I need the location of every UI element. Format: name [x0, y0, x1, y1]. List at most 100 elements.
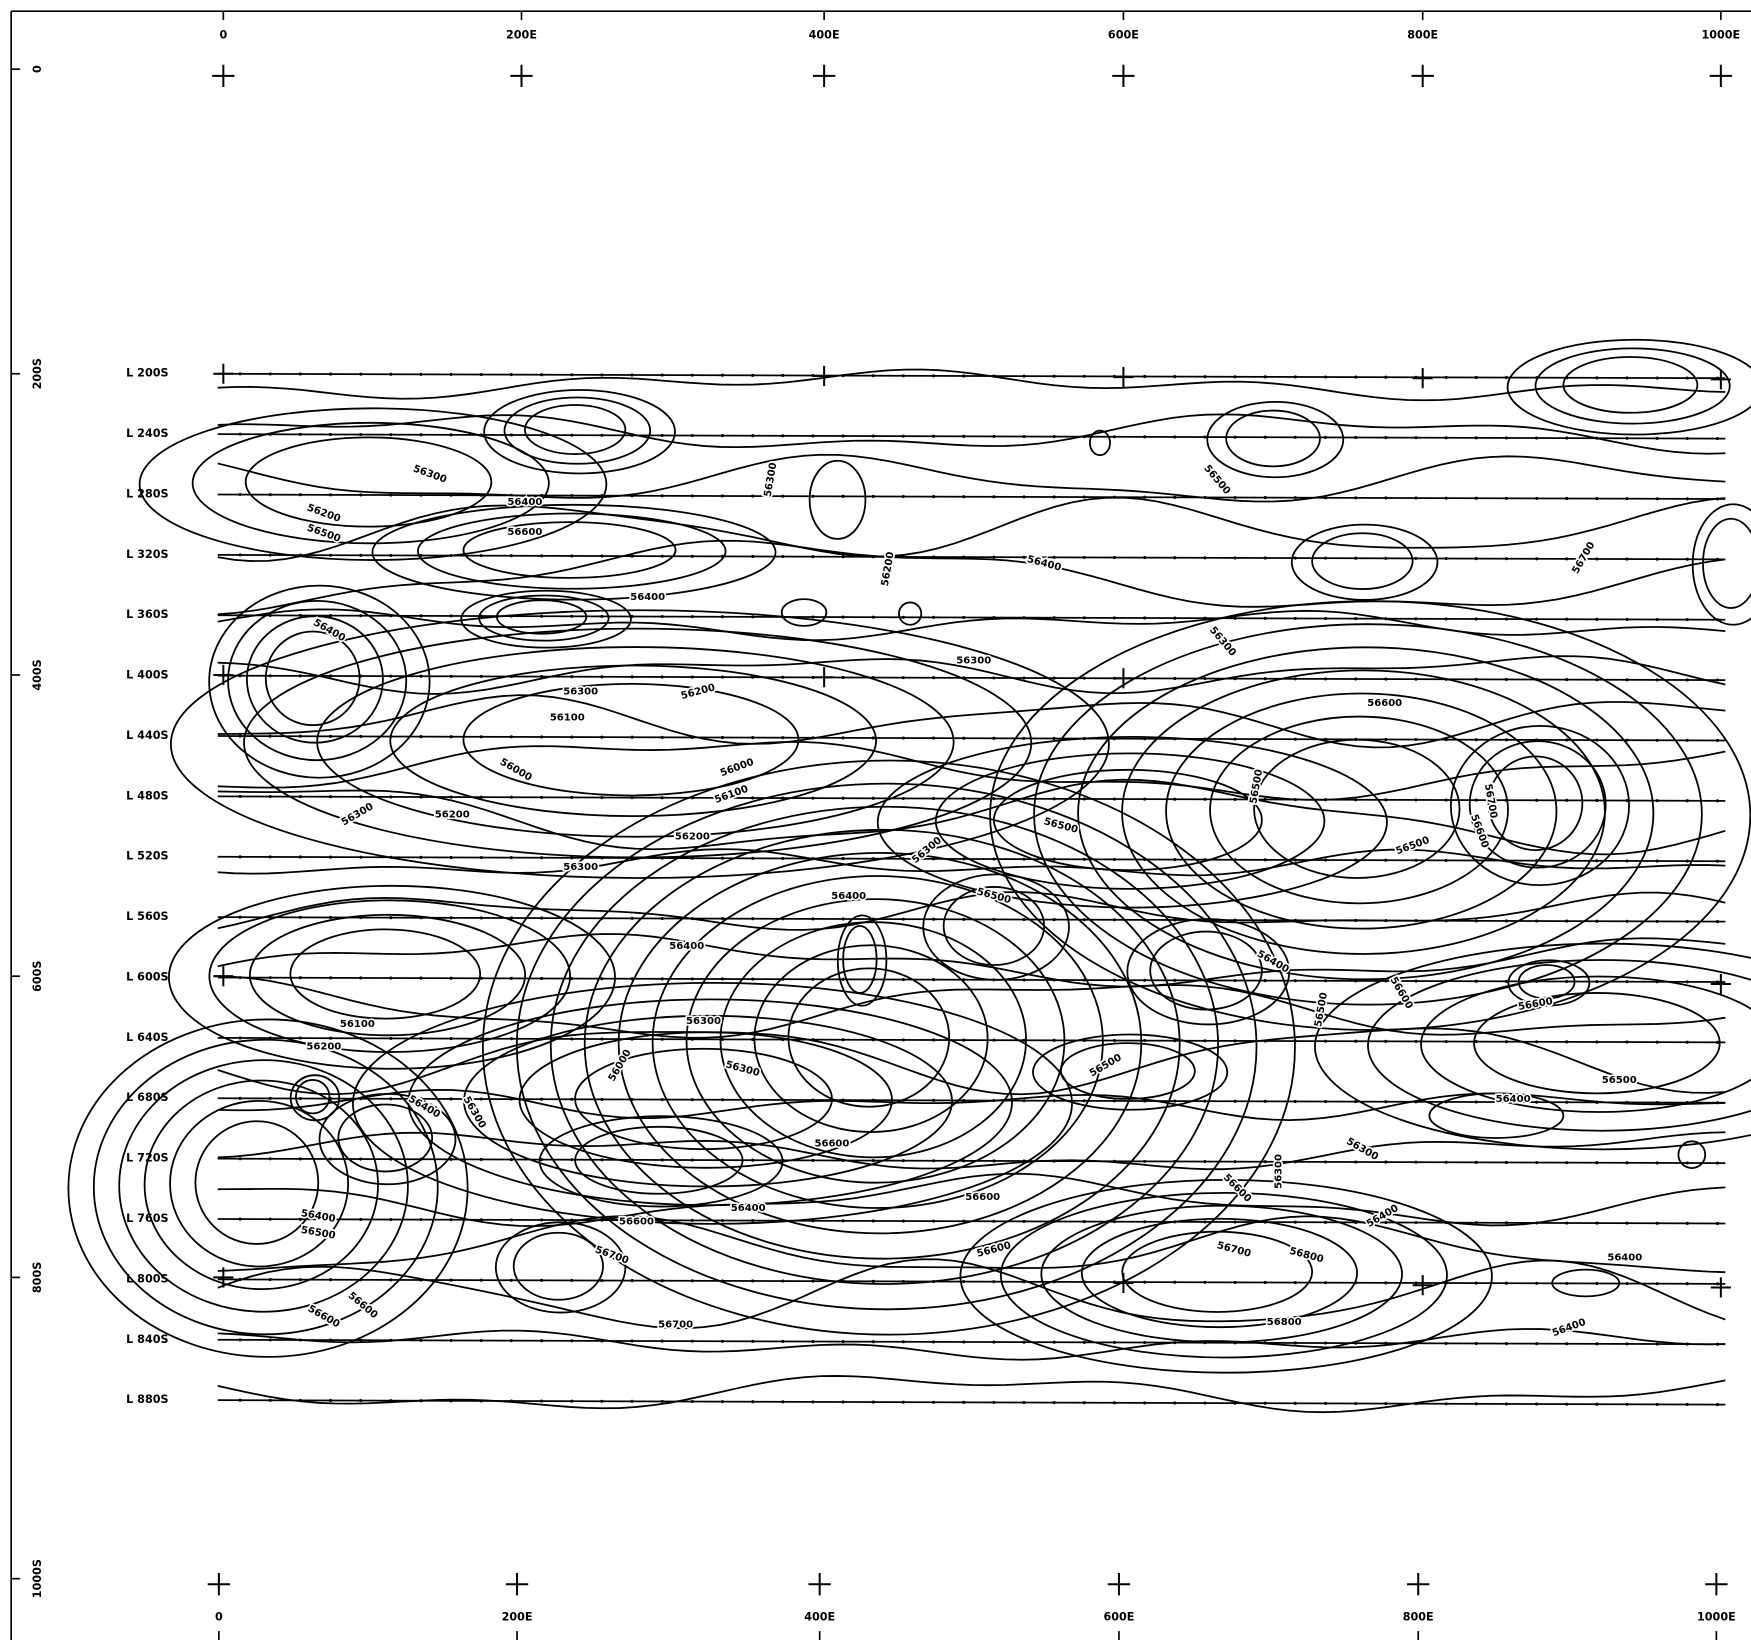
station-dot	[720, 1037, 725, 1041]
station-dot	[540, 1278, 544, 1282]
contour	[481, 759, 1296, 1336]
station-dot	[389, 372, 393, 376]
station-dot	[1414, 1402, 1418, 1406]
contour-label: 56300	[763, 462, 780, 498]
station-dot	[1082, 978, 1086, 982]
line-label: L 560S	[126, 910, 168, 923]
station-dot	[268, 976, 272, 980]
station-dot	[1474, 1040, 1478, 1044]
station-dot	[720, 735, 725, 740]
contour	[462, 521, 677, 579]
station-dot	[901, 434, 905, 438]
station-dot	[509, 1157, 514, 1162]
station-dot	[871, 1279, 875, 1283]
station-dot	[811, 1098, 815, 1102]
station-dot	[540, 1218, 544, 1222]
contour-label: 56100	[550, 712, 585, 723]
station-dot	[419, 976, 423, 980]
station-dot	[1263, 858, 1267, 862]
station-dot	[1022, 1038, 1026, 1042]
station-dot	[1022, 434, 1026, 439]
left-axis-label: 600S	[31, 961, 44, 992]
station-dot	[1715, 1040, 1720, 1044]
station-dot	[600, 1097, 604, 1101]
station-dot	[630, 796, 634, 800]
station-dot	[1535, 436, 1539, 440]
station-dot	[1625, 859, 1629, 863]
contour-label: 56600	[619, 1217, 654, 1228]
station-dot	[781, 1400, 785, 1404]
station-dot	[600, 856, 604, 860]
station-dot	[1535, 1160, 1539, 1165]
survey-line	[217, 1278, 1726, 1285]
station-dot	[811, 1158, 815, 1162]
station-dot	[1082, 737, 1086, 741]
cross-marker	[812, 64, 836, 88]
top-axis-label: 600E	[1108, 29, 1139, 42]
station-dot	[720, 615, 725, 619]
station-dot	[1233, 797, 1237, 801]
station-dot	[1052, 1340, 1056, 1344]
station-dot	[1293, 918, 1297, 922]
station-dot	[1535, 919, 1539, 923]
station-dot	[1233, 677, 1237, 681]
survey-line	[217, 372, 1726, 380]
station-dot	[298, 734, 302, 738]
station-dot	[238, 1338, 242, 1342]
station-dot	[871, 796, 875, 800]
station-dot	[751, 494, 755, 498]
station-dot	[1173, 1039, 1177, 1043]
station-dot	[932, 857, 936, 861]
station-dot	[540, 1399, 544, 1403]
station-dot	[570, 675, 574, 679]
station-dot	[720, 1339, 725, 1343]
line-label: L 240S	[126, 427, 168, 440]
station-dot	[419, 855, 423, 859]
contour-label: 56300	[686, 1016, 721, 1027]
station-dot	[1022, 374, 1026, 378]
station-dot	[1173, 556, 1177, 560]
contour	[337, 1103, 434, 1173]
contour-label: 56500	[1313, 992, 1330, 1028]
station-dot	[449, 735, 453, 739]
contour	[169, 609, 1110, 879]
station-dot	[841, 1098, 845, 1102]
station-dot	[419, 735, 423, 739]
station-dot	[630, 1339, 634, 1343]
station-dot	[1263, 979, 1267, 983]
station-dot	[962, 736, 966, 740]
station-dot	[359, 493, 363, 497]
station-dot	[1173, 1280, 1177, 1284]
contour	[836, 914, 888, 1007]
cross-marker	[808, 1573, 831, 1596]
station-dot	[751, 796, 755, 800]
station-dot	[751, 736, 755, 740]
station-dot	[1655, 376, 1659, 380]
station-dot	[1444, 1160, 1448, 1164]
station-dot	[419, 614, 423, 618]
station-dot	[238, 1096, 242, 1100]
station-dot	[871, 615, 875, 619]
station-dot	[1685, 1040, 1689, 1044]
station-dot	[570, 1097, 574, 1101]
station-dot	[1022, 1340, 1026, 1344]
station-dot	[1022, 857, 1026, 861]
station-dot	[449, 976, 453, 980]
contour	[934, 752, 1326, 890]
station-dot	[238, 794, 242, 799]
contour-label: 56300	[411, 463, 448, 485]
contour	[942, 886, 1046, 966]
cross-marker	[1705, 1573, 1728, 1596]
station-dot	[449, 372, 453, 376]
contour	[217, 848, 1726, 877]
station-dot	[1203, 435, 1207, 439]
station-dot	[751, 554, 755, 559]
station-dot	[992, 736, 996, 740]
station-dot	[1444, 1341, 1448, 1345]
station-dot	[1263, 797, 1267, 802]
station-dot	[932, 917, 936, 921]
station-dot	[1655, 1342, 1659, 1346]
station-dot	[359, 614, 363, 618]
station-dot	[781, 373, 785, 377]
station-dot	[841, 434, 845, 438]
